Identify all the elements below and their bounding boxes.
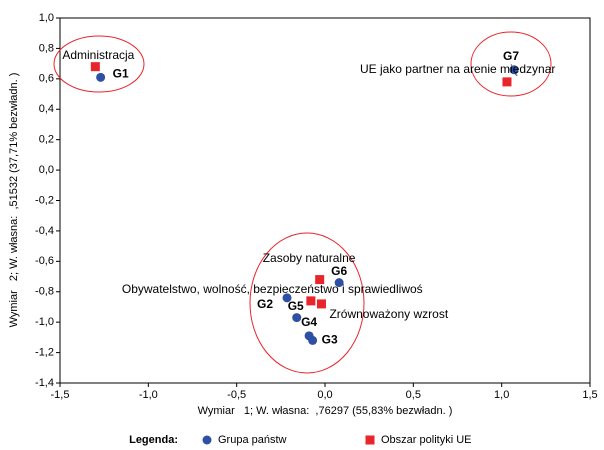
cluster-ellipse — [53, 35, 145, 93]
point-label: G1 — [113, 66, 129, 80]
y-tick-label: -0,2 — [35, 194, 54, 206]
y-tick-label: 0,4 — [39, 103, 54, 115]
x-tick-label: -0,5 — [227, 389, 246, 401]
x-tick-label: -1,5 — [51, 389, 70, 401]
y-axis-label: Wymiar 2; W. własna: ,51532 (37,71% bezw… — [8, 73, 20, 328]
y-tick-label: -0,6 — [35, 255, 54, 267]
x-axis-label: Wymiar 1; W. własna: ,76297 (55,83% bezw… — [198, 405, 453, 417]
cluster-ellipse — [249, 232, 365, 374]
point-label: G6 — [331, 264, 347, 278]
point — [306, 296, 316, 306]
x-tick-label: 0,5 — [406, 389, 421, 401]
legend-title: Legenda: — [129, 434, 178, 446]
point-label: G2 — [257, 297, 273, 311]
y-tick-label: 0,6 — [39, 73, 54, 85]
point — [509, 65, 519, 75]
point — [308, 335, 318, 345]
y-tick-label: 1,0 — [39, 12, 54, 24]
cluster-ellipse — [470, 31, 552, 97]
x-tick-label: 0,0 — [317, 389, 332, 401]
point-label: G4 — [301, 315, 317, 329]
legend-label: Obszar polityki UE — [381, 434, 471, 446]
y-tick-label: -0,4 — [35, 225, 54, 237]
point-label: Zasoby naturalne — [263, 251, 356, 265]
y-tick-label: -0,8 — [35, 286, 54, 298]
point-label: G5 — [288, 299, 304, 313]
point — [292, 313, 302, 323]
y-tick-label: 0,8 — [39, 42, 54, 54]
point-label: G3 — [322, 333, 338, 347]
x-tick-label: -1,0 — [139, 389, 158, 401]
legend-marker — [202, 435, 212, 445]
y-tick-label: 0,0 — [39, 164, 54, 176]
point — [96, 72, 106, 82]
point-label: G7 — [503, 49, 519, 63]
y-tick-label: -1,2 — [35, 346, 54, 358]
x-tick-label: 1,5 — [582, 389, 597, 401]
point-label: UE jako partner na arenie międzynar — [360, 62, 555, 76]
y-tick-label: -1,0 — [35, 316, 54, 328]
point-label: Zrównoważony wzrost — [329, 307, 448, 321]
point — [282, 293, 292, 303]
point-label: Administracja — [62, 48, 134, 62]
x-tick-label: 1,0 — [494, 389, 509, 401]
legend-marker — [365, 435, 375, 445]
point — [315, 275, 325, 285]
legend-label: Grupa państw — [218, 434, 287, 446]
point — [316, 299, 326, 309]
y-tick-label: 0,2 — [39, 134, 54, 146]
point — [502, 77, 512, 87]
point — [90, 62, 100, 72]
point — [334, 278, 344, 288]
point-label: Obywatelstwo, wolność, bezpieczeństwo i … — [122, 282, 423, 296]
y-tick-label: -1,4 — [35, 377, 54, 389]
